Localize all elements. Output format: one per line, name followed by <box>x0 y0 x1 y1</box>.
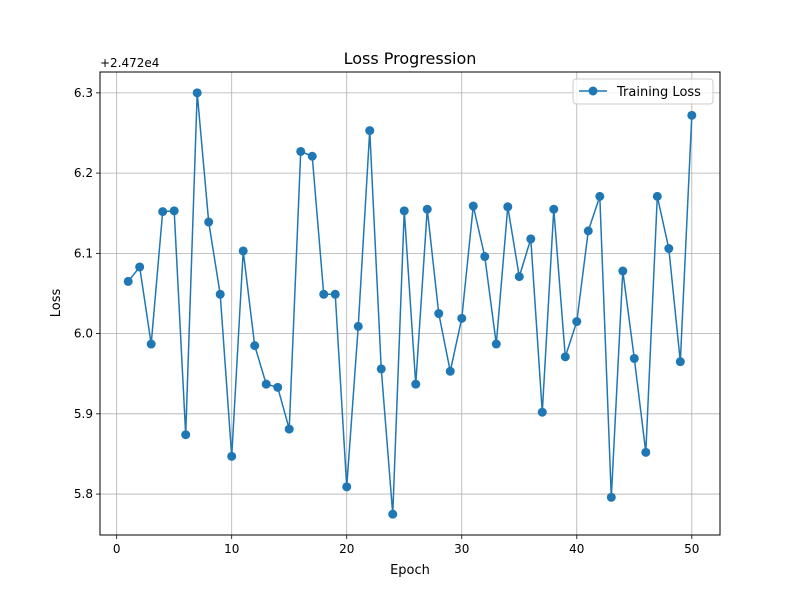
data-point <box>595 191 605 201</box>
data-point <box>491 339 501 349</box>
x-tick-label: 20 <box>339 542 354 556</box>
data-point <box>227 451 237 461</box>
data-point <box>514 272 524 282</box>
data-point <box>204 217 214 227</box>
data-point <box>250 341 260 351</box>
y-tick-label: 6.1 <box>74 246 93 260</box>
data-point <box>675 357 685 367</box>
data-point <box>411 379 421 389</box>
data-point <box>284 424 294 434</box>
x-axis-label: Epoch <box>390 563 430 578</box>
data-point <box>583 226 593 236</box>
data-point <box>192 88 202 98</box>
data-point <box>342 482 352 492</box>
data-point <box>261 379 271 389</box>
data-point <box>238 246 248 256</box>
data-point <box>319 289 329 299</box>
data-point <box>158 207 168 217</box>
data-point <box>641 447 651 457</box>
x-tick-label: 10 <box>224 542 239 556</box>
x-tick-label: 0 <box>113 542 121 556</box>
data-point <box>330 289 340 299</box>
data-point <box>273 382 283 392</box>
data-point <box>365 126 375 136</box>
x-tick-label: 40 <box>569 542 584 556</box>
y-tick-label: 5.8 <box>74 487 93 501</box>
data-point <box>606 492 616 502</box>
data-point <box>526 234 536 244</box>
data-point <box>135 262 145 272</box>
x-tick-label: 50 <box>684 542 699 556</box>
data-point <box>353 321 363 331</box>
data-point <box>445 366 455 376</box>
data-point <box>572 317 582 327</box>
x-axis: 0 10 20 30 40 50 <box>113 535 699 556</box>
data-point <box>215 289 225 299</box>
legend: Training Loss <box>572 78 714 105</box>
data-point <box>629 353 639 363</box>
data-point <box>388 509 398 519</box>
data-point <box>652 191 662 201</box>
data-point <box>307 151 317 161</box>
y-tick-label: 6.3 <box>74 86 93 100</box>
series-layer <box>123 88 697 519</box>
data-point <box>687 110 697 120</box>
grid <box>100 72 720 535</box>
data-point <box>181 430 191 440</box>
y-offset-label: +2.472e4 <box>100 56 159 70</box>
data-point <box>399 206 409 216</box>
data-point <box>422 204 432 214</box>
data-point <box>468 201 478 211</box>
data-point <box>549 204 559 214</box>
y-tick-label: 6.2 <box>74 166 93 180</box>
y-tick-label: 5.9 <box>74 407 93 421</box>
legend-label: Training Loss <box>616 85 701 100</box>
data-point <box>503 202 513 212</box>
data-point <box>146 339 156 349</box>
y-axis-label: Loss <box>49 289 64 318</box>
data-point <box>480 252 490 262</box>
data-point <box>169 206 179 216</box>
x-tick-label: 30 <box>454 542 469 556</box>
data-point <box>537 407 547 417</box>
data-point <box>664 244 674 254</box>
data-point <box>123 276 133 286</box>
plot-area <box>99 71 721 536</box>
y-axis: 5.8 5.9 6.0 6.1 6.2 6.3 <box>74 86 100 501</box>
legend-marker <box>588 86 598 96</box>
chart-title: Loss Progression <box>344 49 477 68</box>
data-point <box>296 146 306 156</box>
data-point <box>618 266 628 276</box>
data-point <box>560 352 570 362</box>
data-point <box>457 313 467 323</box>
series-line <box>127 92 693 515</box>
legend-box <box>572 78 714 105</box>
y-tick-label: 6.0 <box>74 327 93 341</box>
data-point <box>434 309 444 319</box>
data-point <box>376 364 386 374</box>
